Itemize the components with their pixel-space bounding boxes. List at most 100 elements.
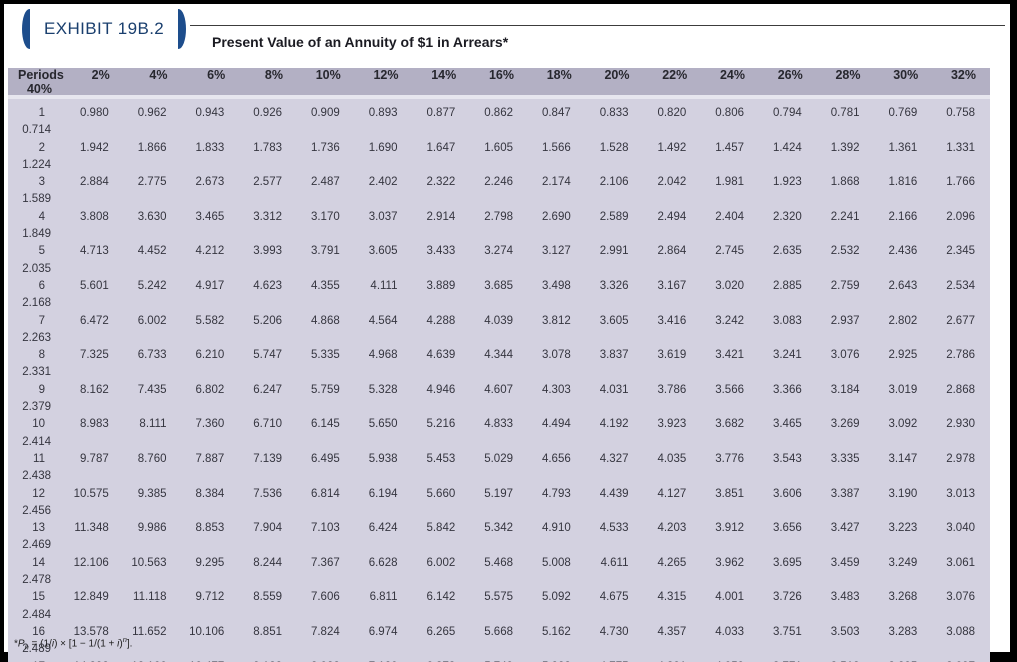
value-cell: 4.315 [657, 591, 687, 604]
value-cell: 3.518 [817, 659, 875, 662]
period-cell: 11 [33, 452, 45, 465]
value-cell: 4.001 [715, 591, 744, 604]
value-cell: 2.635 [772, 245, 802, 258]
value-cell: 1.492 [657, 141, 687, 154]
value-cell: 1.457 [715, 141, 744, 154]
value-cell: 4.355 [310, 279, 340, 292]
value-cell: 2.677 [946, 314, 975, 327]
value-cell: 7.120 [355, 659, 413, 662]
value-cell: 8.760 [137, 452, 167, 465]
value-cell: 3.223 [888, 522, 918, 535]
value-cell: 4.623 [253, 279, 282, 292]
value-cell: 7.887 [195, 452, 225, 465]
value-cell: 1.833 [195, 141, 225, 154]
value-cell: 5.650 [368, 418, 398, 431]
value-cell: 0.806 [715, 107, 744, 119]
annuity-table: Periods 2% 4% 6% 8% 10% 12% 14% 16% 18% 20% 22% 24% 2… [8, 68, 990, 662]
value-cell: 2.868 [946, 383, 975, 396]
table-row: 2 1.942 1.866 1.833 1.783 1.736 1.690 1.647 1.60… [8, 140, 990, 175]
value-cell: 3.751 [772, 625, 802, 638]
value-cell: 2.643 [888, 279, 918, 292]
period-cell: 4 [38, 210, 45, 223]
value-cell: 3.295 [875, 659, 933, 662]
value-cell: 1.528 [599, 141, 629, 154]
value-cell: 6.142 [426, 591, 456, 604]
value-cell: 1.981 [715, 176, 744, 189]
value-cell: 3.851 [715, 487, 744, 500]
value-cell: 1.605 [484, 141, 513, 154]
value-cell: 3.040 [946, 522, 975, 535]
column-header-rate: 40% [26, 82, 52, 96]
value-cell: 3.076 [946, 591, 975, 604]
value-cell: 1.224 [22, 158, 51, 171]
value-cell: 3.889 [426, 279, 456, 292]
value-cell: 2.786 [946, 349, 975, 362]
period-cell: 15 [32, 591, 45, 604]
value-cell: 3.993 [253, 245, 282, 258]
footnote-star: * [14, 638, 18, 650]
value-cell: 3.335 [830, 452, 860, 465]
value-cell: 2.884 [79, 176, 109, 189]
value-cell: 8.384 [195, 487, 225, 500]
value-cell: 3.465 [195, 210, 225, 223]
value-cell: 7.360 [195, 418, 225, 431]
value-cell: 4.713 [79, 245, 109, 258]
value-cell: 6.628 [368, 556, 398, 569]
value-cell: 3.685 [484, 279, 513, 292]
value-cell: 3.498 [541, 279, 571, 292]
value-cell: 3.605 [368, 245, 398, 258]
value-cell: 10.477 [182, 659, 240, 662]
value-cell: 7.536 [253, 487, 282, 500]
value-cell: 1.849 [22, 228, 51, 241]
value-cell: 2.322 [426, 176, 456, 189]
column-header-rate: 22% [662, 68, 688, 82]
column-header-rate: 16% [488, 68, 514, 82]
value-cell: 9.295 [195, 556, 225, 569]
value-cell: 2.379 [22, 401, 51, 414]
value-cell: 11.652 [132, 625, 167, 638]
value-cell: 4.868 [310, 314, 340, 327]
value-cell: 4.968 [368, 349, 398, 362]
value-cell: 2.798 [484, 210, 513, 223]
value-cell: 6.814 [310, 487, 340, 500]
value-cell: 3.268 [888, 591, 918, 604]
value-cell: 3.923 [657, 418, 687, 431]
value-cell: 4.793 [541, 487, 571, 500]
table-row: 5 4.713 4.452 4.212 3.993 3.791 3.605 3.433 3.27… [8, 243, 990, 278]
value-cell: 5.242 [137, 279, 167, 292]
value-cell: 3.459 [830, 556, 860, 569]
value-cell: 4.946 [426, 383, 456, 396]
value-cell: 3.269 [830, 418, 860, 431]
value-cell: 6.247 [253, 383, 282, 396]
value-cell: 7.606 [310, 591, 340, 604]
value-cell: 2.168 [22, 297, 51, 310]
value-cell: 1.866 [137, 141, 167, 154]
value-cell: 4.344 [484, 349, 513, 362]
value-cell: 6.733 [137, 349, 167, 362]
value-cell: 3.326 [599, 279, 629, 292]
value-cell: 0.943 [195, 107, 225, 119]
value-cell: 3.190 [888, 487, 918, 500]
value-cell: 9.787 [79, 452, 109, 465]
value-cell: 2.925 [888, 349, 918, 362]
column-header-rate: 20% [604, 68, 630, 82]
value-cell: 1.361 [888, 141, 918, 154]
value-cell: 5.008 [541, 556, 571, 569]
period-cell: 10 [32, 418, 45, 431]
value-cell: 1.392 [830, 141, 860, 154]
table-row: 1 0.980 0.962 0.943 0.926 0.909 0.893 0.877 0.86… [8, 105, 990, 140]
value-cell: 3.013 [946, 487, 975, 500]
value-cell: 3.283 [888, 625, 918, 638]
table-row: 16 13.578 11.652 10.106 8.851 7.824 6.974 6.265… [8, 624, 990, 659]
value-cell: 4.212 [195, 245, 225, 258]
value-cell: 0.714 [22, 124, 51, 137]
value-cell: 5.759 [310, 383, 340, 396]
footnote-end: ]. [126, 638, 133, 650]
period-cell: 7 [38, 314, 45, 327]
period-cell: 5 [38, 245, 45, 258]
value-cell: 7.103 [310, 522, 340, 535]
value-cell: 0.781 [830, 107, 860, 119]
value-cell: 1.816 [888, 176, 918, 189]
footnote-sub-n: n [24, 642, 29, 652]
right-bracket-decoration [171, 9, 187, 49]
